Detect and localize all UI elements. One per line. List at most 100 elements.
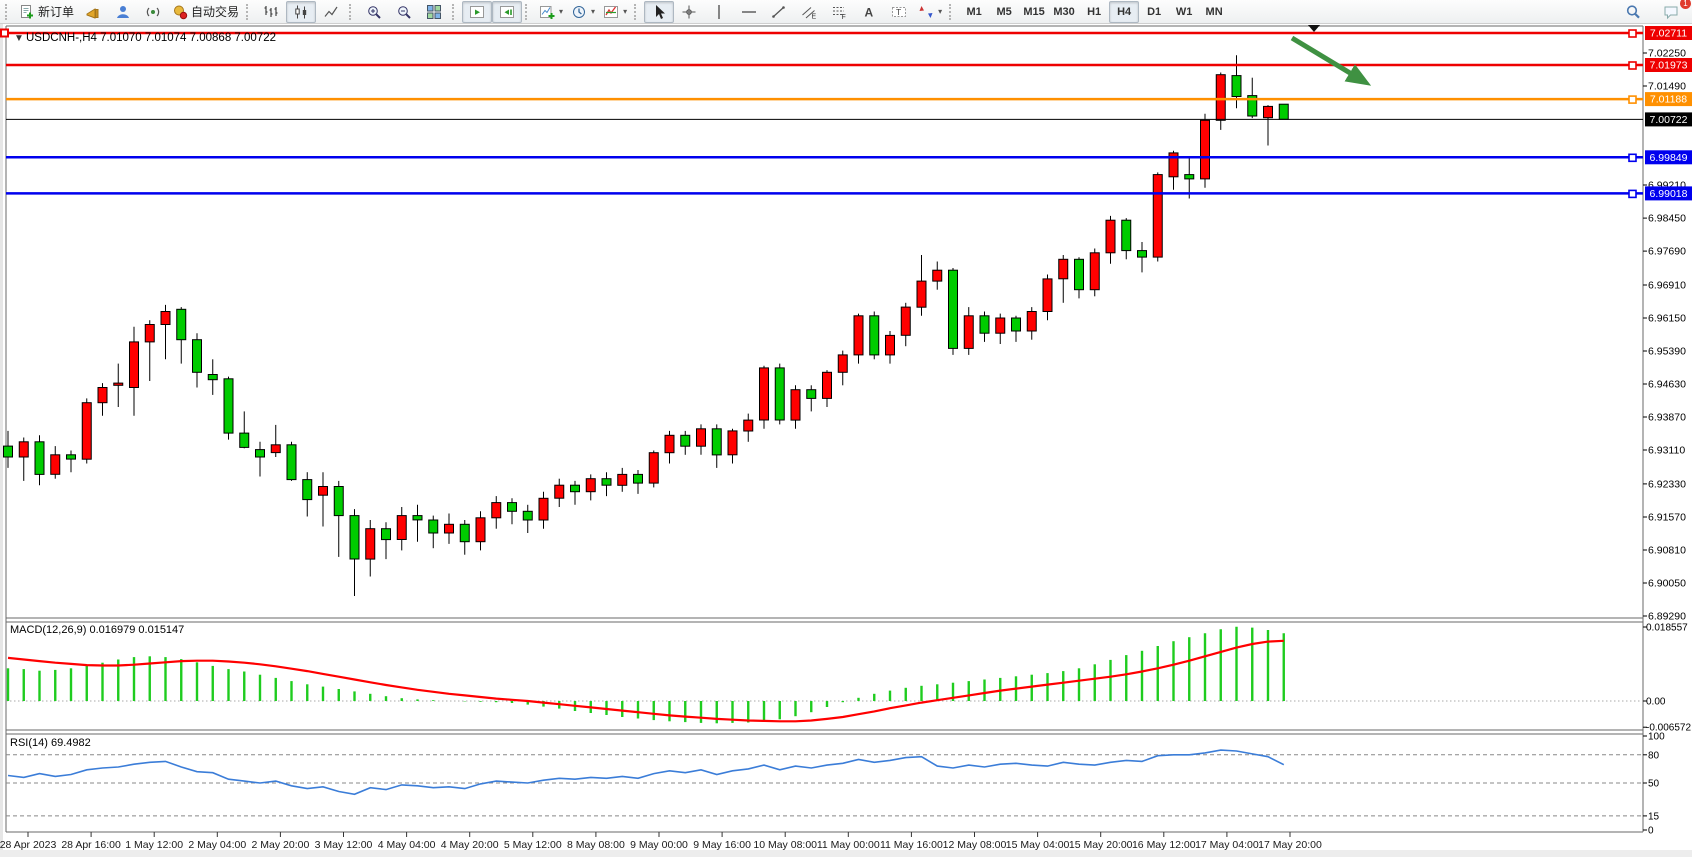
arrow-down-marker-object[interactable] <box>1308 25 1320 32</box>
tf-m15-button[interactable]: M15 <box>1019 1 1049 23</box>
time-tick-label: 17 May 20:00 <box>1258 839 1322 851</box>
indicators-button[interactable]: ▾ <box>599 1 631 23</box>
zoom-out-button[interactable] <box>389 1 419 23</box>
candle-body <box>916 280 927 308</box>
svg-text:80: 80 <box>1648 750 1660 761</box>
window-left-edge <box>0 24 3 857</box>
hline-handle[interactable] <box>1628 153 1637 163</box>
candle-body <box>633 473 643 484</box>
auto-trading-button[interactable]: 自动交易 <box>168 1 243 23</box>
candle-body <box>207 374 218 381</box>
line-chart-button[interactable] <box>316 1 346 23</box>
time-axis[interactable]: 28 Apr 2023 28 Apr 16:00 1 May 12:00 2 May … <box>0 832 1322 851</box>
candle-body <box>239 432 250 448</box>
candle-body <box>412 515 423 521</box>
candle-body <box>349 515 360 560</box>
tf-m1-button[interactable]: M1 <box>959 1 989 23</box>
price-tick-label: 6.90810 <box>1648 545 1686 557</box>
tf-m30-button[interactable]: M30 <box>1049 1 1079 23</box>
price-box-6.99018: 6.99018 <box>1645 186 1692 201</box>
tf-h4-button[interactable]: H4 <box>1109 0 1140 23</box>
tile-windows-button[interactable] <box>419 1 449 23</box>
macd-histogram <box>6 626 1285 724</box>
rsi-line <box>7 749 1285 796</box>
svg-text:50: 50 <box>1648 779 1660 790</box>
cursor-button[interactable] <box>644 0 675 23</box>
signal-button[interactable] <box>138 1 168 23</box>
hline-handle[interactable] <box>1628 61 1637 70</box>
svg-text:F: F <box>842 14 846 20</box>
candle-body <box>774 367 785 421</box>
trendline-button[interactable] <box>764 1 794 23</box>
equidistant-channel-icon: E <box>802 6 817 20</box>
text-label-button[interactable]: T <box>884 1 914 23</box>
hline-handle[interactable] <box>1628 29 1637 38</box>
rsi-axis: 100 80 50 15 0 <box>1643 732 1665 837</box>
candlestick-series[interactable] <box>3 55 1289 596</box>
svg-text:E: E <box>812 13 817 20</box>
vertical-line-button[interactable] <box>704 1 734 23</box>
periods-button[interactable]: ▾ <box>567 1 599 23</box>
tf-d1-button[interactable]: D1 <box>1139 1 1169 23</box>
svg-text:7.02711: 7.02711 <box>1650 28 1687 40</box>
hline-handle[interactable] <box>1628 189 1637 199</box>
arrows-button[interactable]: ▾ <box>914 1 946 23</box>
candlestick-icon <box>295 5 307 18</box>
dropdown-caret-icon: ▾ <box>623 7 628 16</box>
candle-body <box>963 315 974 349</box>
new-chart-icon <box>540 5 555 19</box>
candle-body <box>1200 119 1210 180</box>
search-button[interactable] <box>1618 1 1648 23</box>
time-tick-label: 4 May 04:00 <box>378 839 436 851</box>
alerts-button[interactable] <box>78 1 108 23</box>
green-arrow-object[interactable] <box>1290 35 1372 86</box>
search-icon <box>1626 4 1640 18</box>
new-order-button[interactable]: 新订单 <box>15 1 78 23</box>
horizontal-line-button[interactable] <box>734 1 764 23</box>
price-tick-label: 6.92330 <box>1648 478 1686 490</box>
bar-chart-button[interactable] <box>256 1 286 23</box>
svg-text:0.00: 0.00 <box>1646 697 1666 708</box>
svg-text:7.00722: 7.00722 <box>1650 114 1688 126</box>
candle-body <box>664 434 675 454</box>
notification-badge: 1 <box>1680 0 1691 9</box>
candle-body <box>1231 75 1242 97</box>
price-tick-label: 6.98450 <box>1648 213 1686 225</box>
profile-icon <box>117 5 130 18</box>
tf-w1-button[interactable]: W1 <box>1169 1 1199 23</box>
candle-body <box>113 382 124 386</box>
candle-body <box>286 444 297 481</box>
dropdown-caret-icon: ▾ <box>559 7 564 16</box>
tf-m5-button[interactable]: M5 <box>989 1 1019 23</box>
auto-trading-icon <box>174 5 188 19</box>
profile-button[interactable] <box>108 1 138 23</box>
chart-shift-button[interactable] <box>492 0 523 23</box>
candle-body <box>18 441 29 458</box>
text-button[interactable]: A <box>854 1 884 23</box>
equidistant-channel-button[interactable]: E <box>794 1 824 23</box>
time-tick-label: 2 May 04:00 <box>188 839 246 851</box>
tf-mn-button[interactable]: MN <box>1199 1 1229 23</box>
hline-handle[interactable] <box>1628 95 1637 104</box>
zoom-in-button[interactable] <box>359 1 389 23</box>
candle-body <box>822 371 832 399</box>
horizontal-line-icon <box>742 10 757 13</box>
alerts-icon <box>86 7 99 19</box>
zoom-in-icon <box>368 5 381 19</box>
chat-button[interactable]: 1 <box>1656 0 1691 23</box>
candle-body <box>601 478 612 486</box>
toolbar-grip <box>349 3 356 20</box>
price-tick-label: 6.96150 <box>1648 313 1686 325</box>
fibonacci-button[interactable]: F <box>824 1 854 23</box>
time-tick-label: 9 May 00:00 <box>630 839 688 851</box>
chart-shift-icon <box>500 5 515 18</box>
candlestick-button[interactable] <box>286 0 317 23</box>
crosshair-button[interactable] <box>674 1 704 23</box>
new-chart-button[interactable]: ▾ <box>535 1 567 23</box>
hline-left-handle[interactable] <box>0 28 9 38</box>
tf-h1-button[interactable]: H1 <box>1079 1 1109 23</box>
svg-text:-0.006572: -0.006572 <box>1646 723 1691 734</box>
auto-scroll-button[interactable] <box>462 0 493 23</box>
time-tick-label: 28 Apr 16:00 <box>61 839 121 851</box>
